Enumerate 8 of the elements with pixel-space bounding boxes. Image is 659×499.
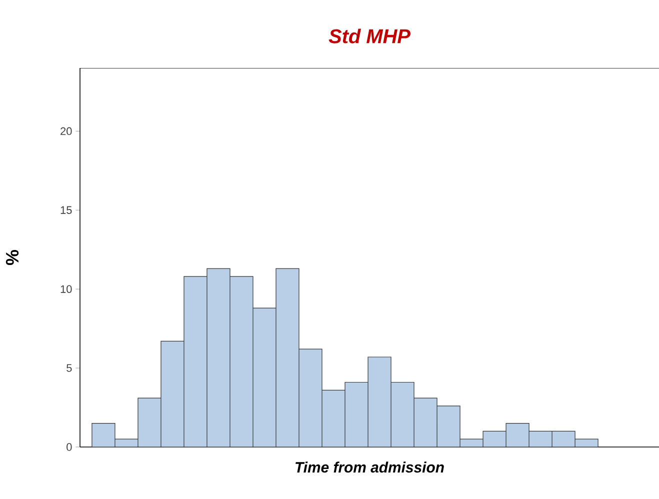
y-tick-label: 0: [66, 443, 72, 451]
y-tick-label: 20: [60, 127, 72, 136]
x-axis-title: Time from admission: [296, 462, 444, 473]
y-tick-label: 15: [60, 206, 72, 214]
y-tick-label: 5: [66, 364, 72, 372]
chart-title: Std MHP: [328, 28, 410, 44]
y-axis-title: %: [6, 250, 19, 266]
y-tick-label: 10: [60, 285, 72, 293]
